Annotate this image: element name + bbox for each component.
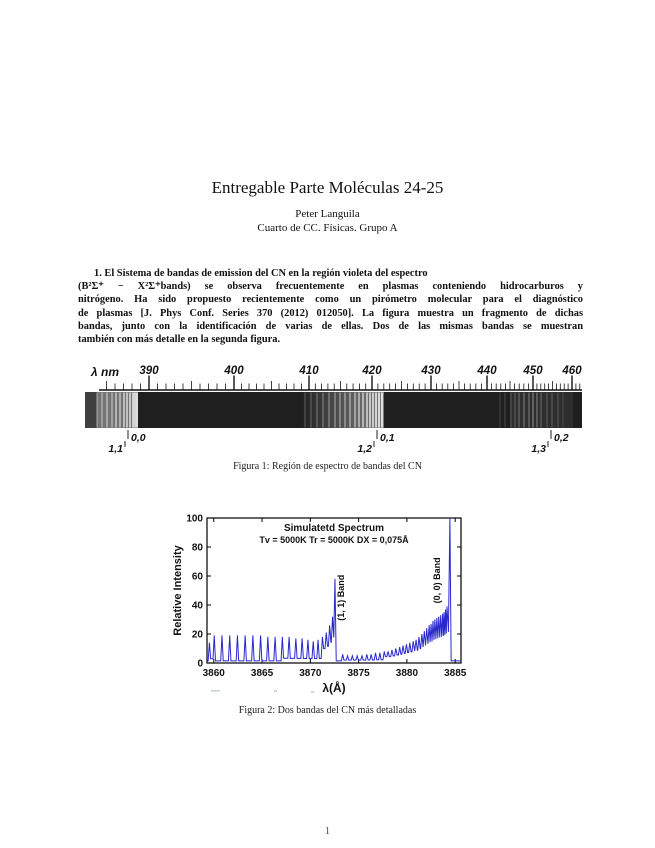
x-tick-label: 3880 xyxy=(396,668,419,679)
x-axis-label: λ(Å) xyxy=(322,680,345,695)
page-title: Entregable Parte Moléculas 24-25 xyxy=(211,178,444,197)
paragraph-line: de plasmas [J. Phys Conf. Series 370 (20… xyxy=(78,307,583,319)
band-label-top: 0,1 xyxy=(380,432,395,444)
figure2-simulated-spectrum: 0 20 40 60 80 100 3860 3865 3870 3875 3880 3885 Simu… xyxy=(171,504,483,700)
scan-artifact xyxy=(211,690,220,692)
paragraph-line: nitrógeno. Ha sido propuesto recientemen… xyxy=(78,294,583,306)
course-line: Cuarto de CC. Físicas. Grupo A xyxy=(257,222,398,234)
ruler-major-label: 460 xyxy=(561,365,582,377)
band-label-bottom: 1,3 xyxy=(531,443,546,455)
ruler-major-label: 400 xyxy=(223,365,244,377)
y-tick-label: 0 xyxy=(197,659,203,670)
chart-subtitle: Tv = 5000K Tr = 5000K DX = 0,075Å xyxy=(259,535,409,545)
ruler-major-label: 420 xyxy=(361,365,382,377)
band-label-top: 0,2 xyxy=(554,432,569,444)
y-tick-label: 20 xyxy=(192,630,204,641)
y-tick-label: 100 xyxy=(186,514,203,525)
y-tick-label: 80 xyxy=(192,543,204,554)
paragraph-line: bandas, junto con la identificación de v… xyxy=(78,320,583,332)
ruler-major-label: 440 xyxy=(476,365,497,377)
band-annotation: (1, 1) Band xyxy=(336,575,346,621)
band-label-bottom: 1,2 xyxy=(357,443,372,455)
x-tick-label: 3885 xyxy=(444,668,467,679)
band-label-bottom: 1,1 xyxy=(108,443,123,455)
band-annotation: (0, 0) Band xyxy=(432,557,442,603)
x-tick-label: 3870 xyxy=(299,668,322,679)
spectrum-line xyxy=(207,517,461,662)
y-tick-label: 60 xyxy=(192,572,204,583)
ruler-major-label: 390 xyxy=(139,365,159,377)
figure1-caption: Figura 1: Región de espectro de bandas d… xyxy=(233,461,422,472)
x-tick-label: 3865 xyxy=(251,668,274,679)
scan-artifact xyxy=(311,691,314,693)
y-tick-label: 40 xyxy=(192,601,204,612)
figure2-caption: Figura 2: Dos bandas del CN más detallad… xyxy=(238,705,417,716)
wavelength-axis-label: λ nm xyxy=(90,365,119,379)
x-tick-label: 3875 xyxy=(348,668,371,679)
chart-title: Simulatetd Spectrum xyxy=(284,523,384,534)
paragraph-line: 1. El Sistema de bandas de emission del … xyxy=(94,268,428,279)
author-line: Peter Languila xyxy=(295,208,360,220)
simulated-spectrum-chart: 0 20 40 60 80 100 3860 3865 3870 3875 3880 3885 Simu… xyxy=(172,514,467,696)
ruler-major-label: 450 xyxy=(522,365,543,377)
paragraph-line: (B²Σ⁺ − X²Σ⁺bands) se observa frecuentem… xyxy=(78,281,583,293)
x-tick-label: 3860 xyxy=(203,668,226,679)
page-number: 1 xyxy=(325,826,330,837)
body-paragraph: 1. El Sistema de bandas de emission del … xyxy=(78,267,583,346)
ruler-major-label: 410 xyxy=(298,365,319,377)
band-label-top: 0,0 xyxy=(131,432,146,444)
scan-artifact xyxy=(274,690,277,692)
paragraph-line: también con más detalle en la segunda fi… xyxy=(78,334,281,346)
ruler-major-label: 430 xyxy=(420,365,441,377)
spectrum-strip-image: λ nm 390 400 410 420 430 440 450 460 0,0 1,1 0,1 1,2… xyxy=(85,365,582,455)
y-axis-label: Relative Intensity xyxy=(172,544,184,635)
figure1-spectrum-strip: λ nm 390 400 410 420 430 440 450 460 0,0 1,1 0,1 1,2… xyxy=(85,362,582,458)
